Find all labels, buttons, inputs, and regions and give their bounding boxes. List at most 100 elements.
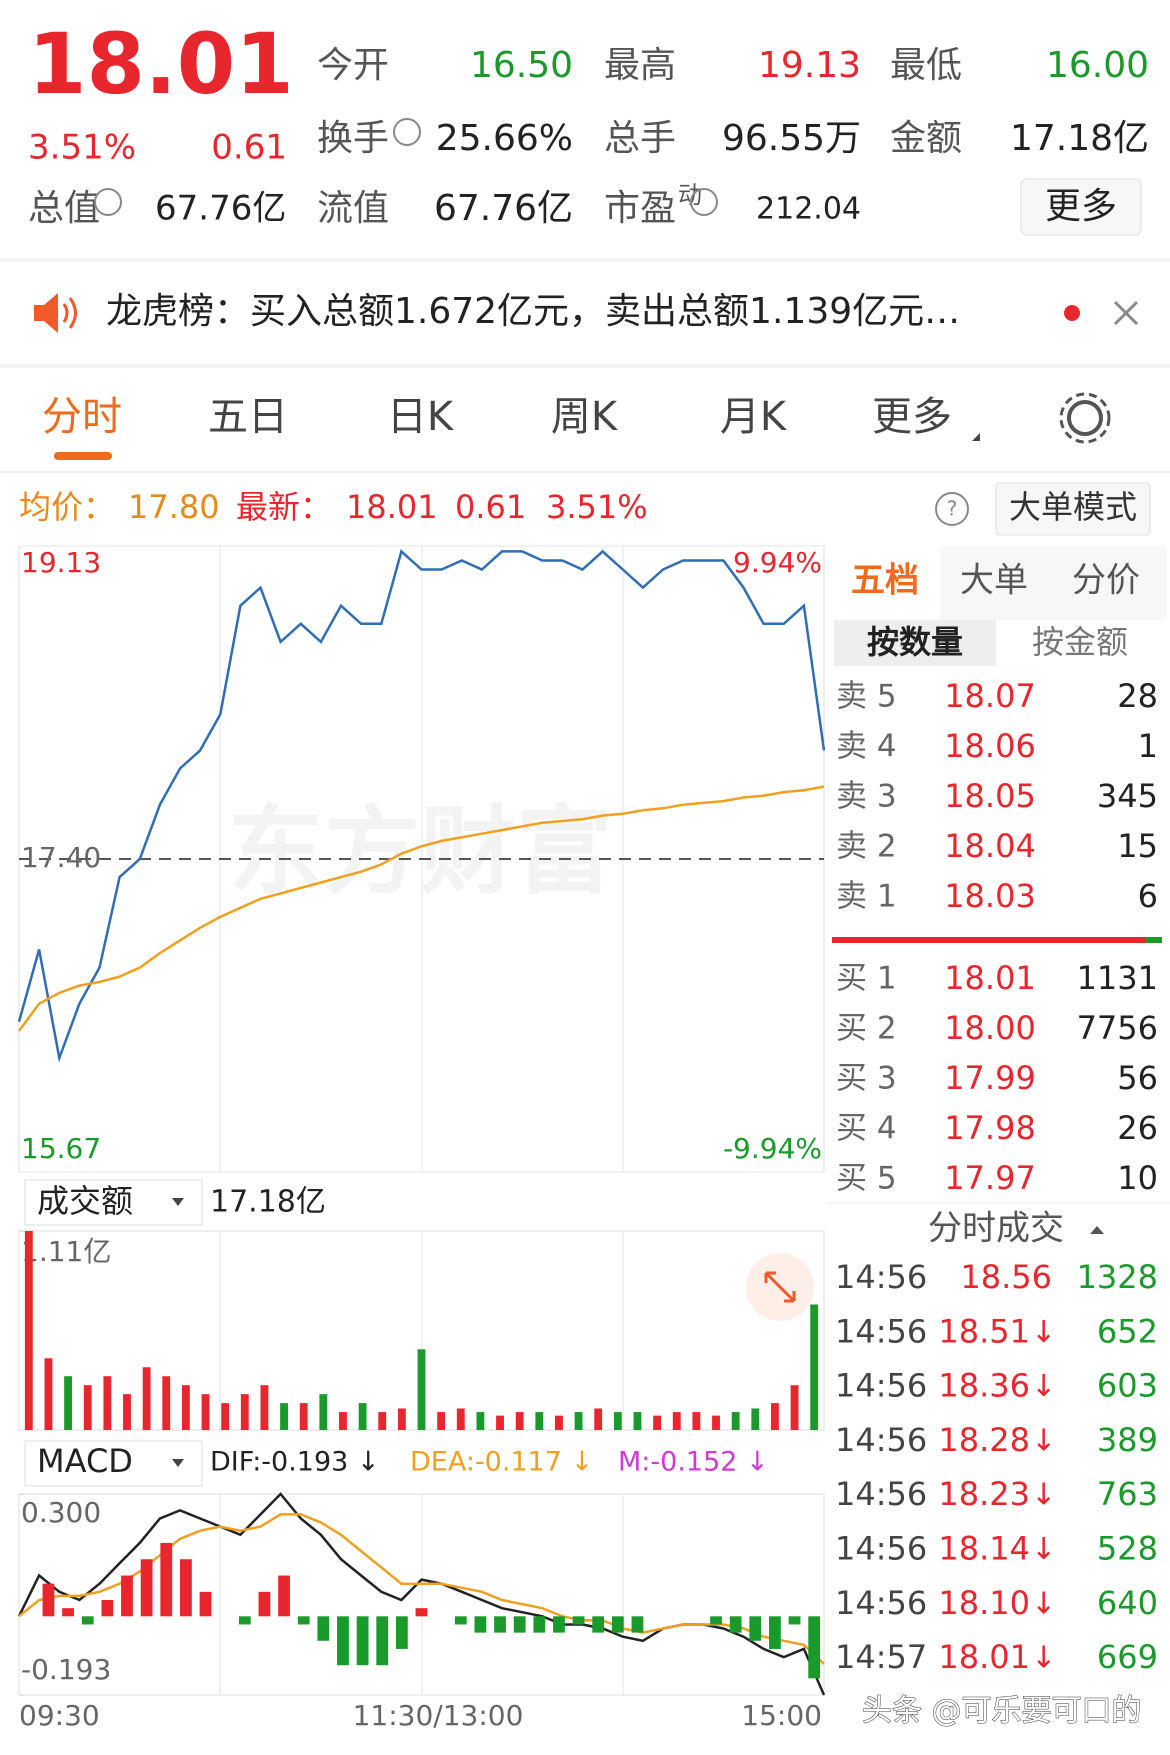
more-button-label: 更多 xyxy=(1045,186,1117,227)
trade-volume: 763 xyxy=(1097,1475,1158,1513)
volume-bar xyxy=(299,1403,308,1430)
period-tab[interactable]: 日K xyxy=(387,394,455,440)
volume-bar xyxy=(142,1367,151,1430)
info-icon[interactable] xyxy=(94,188,122,216)
macd-bar xyxy=(140,1559,153,1617)
book-price: 18.00 xyxy=(944,1009,1036,1047)
book-volume: 26 xyxy=(1117,1109,1158,1147)
volume-bar xyxy=(83,1385,92,1430)
stat-label: 换手 xyxy=(317,118,389,159)
book-mode[interactable]: 按数量 xyxy=(867,623,963,661)
volume-bar xyxy=(162,1376,171,1430)
book-price: 18.01 xyxy=(944,959,1036,997)
book-label: 买 1 xyxy=(836,961,897,997)
trade-volume: 528 xyxy=(1097,1530,1158,1568)
volume-bar xyxy=(456,1408,465,1430)
mode-button[interactable] xyxy=(995,482,1151,536)
book-volume: 7756 xyxy=(1077,1009,1158,1047)
settings-icon[interactable] xyxy=(1067,400,1103,436)
latest-change: 0.61 xyxy=(455,488,526,526)
trade-time: 14:56 xyxy=(835,1367,927,1405)
volume-bar xyxy=(810,1304,819,1430)
avg-price-line xyxy=(17,785,825,1032)
book-price: 17.98 xyxy=(944,1109,1036,1147)
book-tab[interactable]: 分价 xyxy=(1072,561,1140,601)
volume-selector[interactable] xyxy=(24,1179,203,1226)
volume-bar xyxy=(515,1412,524,1430)
stat-label: 最高 xyxy=(604,45,676,86)
indicator-selector[interactable] xyxy=(24,1440,203,1487)
trade-time: 14:56 xyxy=(835,1312,927,1350)
active-tab-bg xyxy=(830,546,940,620)
price-line xyxy=(17,549,826,1063)
book-ratio-bar xyxy=(1145,937,1162,943)
period-tab[interactable]: 月K xyxy=(720,394,788,440)
macd-line xyxy=(18,1513,825,1665)
x-tick-label: 09:30 xyxy=(19,1699,100,1732)
stat-label: 总值 xyxy=(28,188,100,229)
change-pct: 3.51% xyxy=(28,128,136,168)
trade-volume: 669 xyxy=(1097,1638,1158,1676)
volume-bar xyxy=(240,1394,249,1430)
y-tick-label: -0.193 xyxy=(21,1653,111,1686)
y-tick-label: 1.11亿 xyxy=(21,1235,111,1268)
book-volume: 1131 xyxy=(1077,959,1158,997)
trade-time: 14:56 xyxy=(835,1258,927,1296)
trade-price: 18.28 xyxy=(938,1421,1030,1459)
stat-label-sup: 动 xyxy=(678,181,702,209)
separator xyxy=(0,471,1170,473)
close-icon[interactable] xyxy=(1113,300,1139,326)
macd-bar xyxy=(572,1616,585,1625)
more-button[interactable] xyxy=(1020,178,1142,236)
book-label: 卖 1 xyxy=(836,879,897,915)
stat-value: 19.13 xyxy=(758,45,861,86)
macd-bar xyxy=(513,1616,526,1633)
macd-bar xyxy=(710,1616,722,1625)
latest-value: 18.01 xyxy=(346,488,438,526)
book-tab[interactable]: 五档 xyxy=(851,561,919,601)
period-tab[interactable]: 分时 xyxy=(42,394,122,440)
trade-price: 18.56 xyxy=(960,1258,1052,1296)
period-tab[interactable]: 周K xyxy=(551,394,619,440)
speaker-icon xyxy=(34,293,58,333)
book-tab[interactable]: 大单 xyxy=(960,561,1028,601)
trade-time: 14:56 xyxy=(835,1584,927,1622)
volume-bar xyxy=(535,1412,544,1430)
macd-bar xyxy=(631,1616,644,1633)
volume-bar xyxy=(378,1412,387,1430)
macd-bar xyxy=(729,1616,742,1633)
volume-bar xyxy=(496,1415,504,1430)
book-mode[interactable]: 按金额 xyxy=(1032,623,1128,661)
volume-bar xyxy=(397,1408,406,1430)
settings-icon xyxy=(1059,392,1111,444)
trade-time: 14:57 xyxy=(835,1638,927,1676)
volume-bar xyxy=(24,1231,33,1430)
info-icon[interactable] xyxy=(690,188,718,216)
volume-bar xyxy=(555,1415,563,1430)
macd-bar xyxy=(533,1616,546,1633)
help-icon[interactable] xyxy=(935,492,969,526)
trade-volume: 652 xyxy=(1097,1312,1158,1350)
watermark: 头条 @可乐要可口的 xyxy=(862,1694,1142,1729)
period-tab[interactable]: 更多 xyxy=(872,394,952,440)
stat-value: 25.66% xyxy=(436,118,573,159)
stat-label: 金额 xyxy=(890,118,962,159)
book-label: 买 2 xyxy=(836,1011,897,1047)
trade-price: 18.36 xyxy=(938,1367,1030,1405)
book-volume: 56 xyxy=(1117,1059,1158,1097)
info-icon[interactable] xyxy=(393,118,421,146)
volume-bar xyxy=(319,1394,328,1430)
volume-bar xyxy=(123,1394,131,1430)
book-label: 卖 5 xyxy=(836,679,897,715)
book-volume: 1 xyxy=(1138,727,1158,765)
active-mode-bg[interactable] xyxy=(834,620,996,666)
macd-bar xyxy=(749,1616,762,1641)
separator xyxy=(0,258,1170,262)
macd-bar xyxy=(317,1616,330,1641)
period-tab[interactable]: 五日 xyxy=(208,394,288,440)
avg-label: 均价： xyxy=(19,488,115,526)
avg-value: 17.80 xyxy=(128,488,220,526)
macd-bar xyxy=(808,1616,821,1679)
change: 0.61 xyxy=(211,128,287,168)
stat-label: 流值 xyxy=(317,188,389,229)
